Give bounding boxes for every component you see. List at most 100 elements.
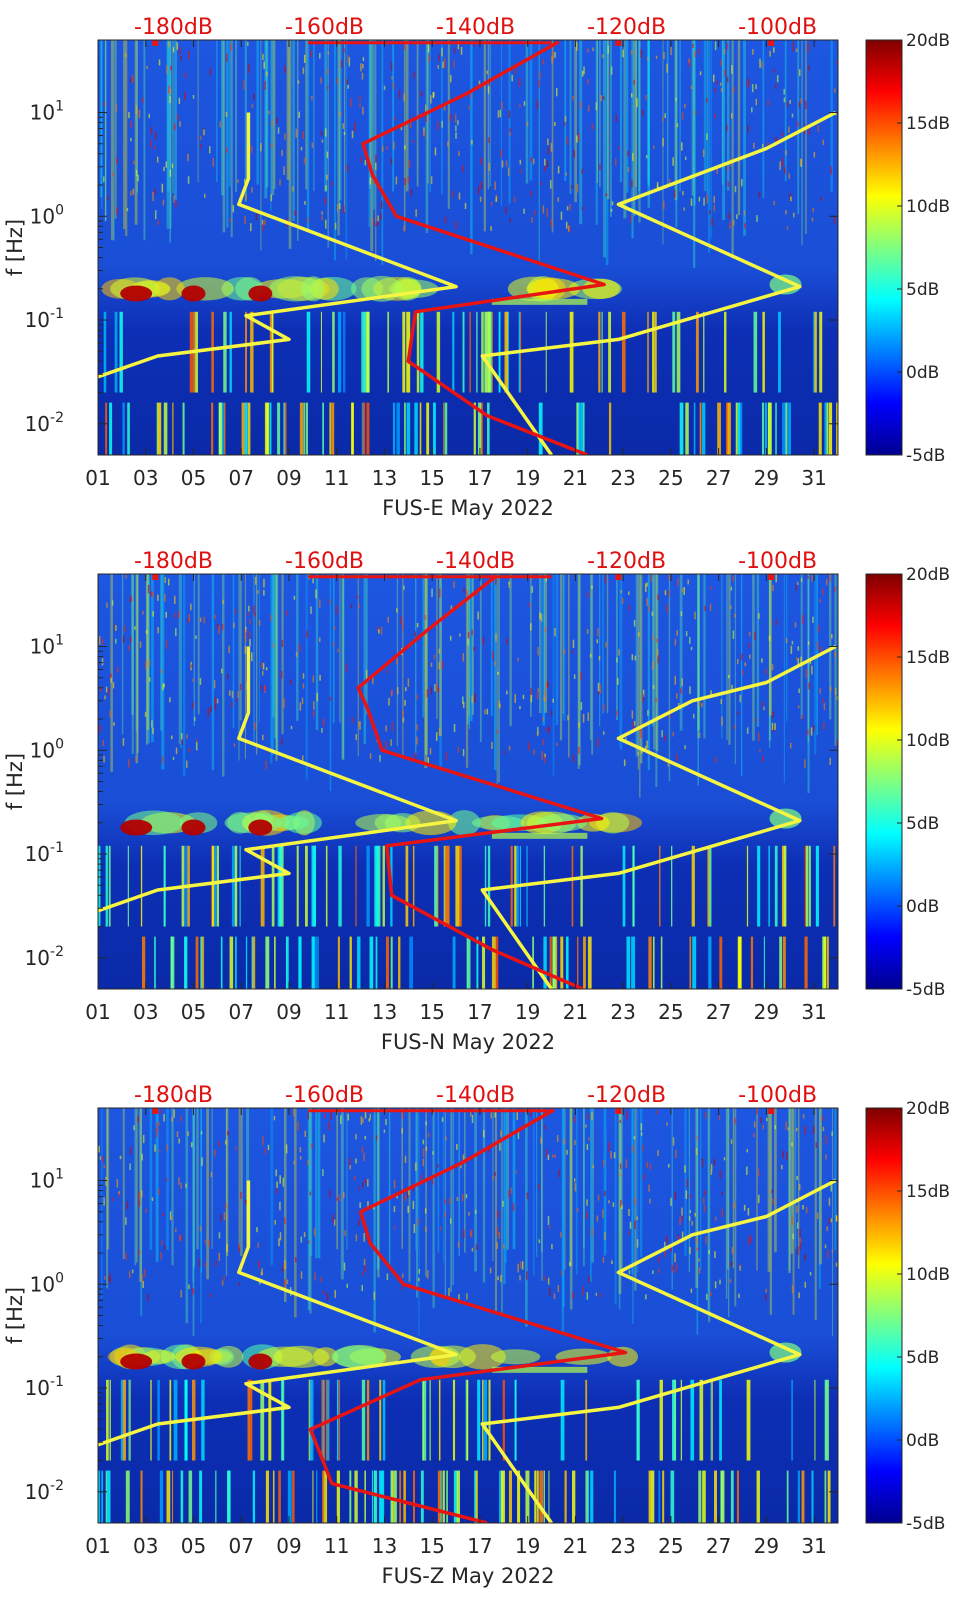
heatmap-cell	[414, 752, 417, 758]
heatmap-peak	[248, 285, 273, 302]
heatmap-cell	[718, 1115, 721, 1120]
heatmap-cell	[452, 1379, 456, 1461]
heatmap-cell	[142, 1134, 145, 1144]
heatmap-cell	[323, 1134, 325, 1143]
heatmap-cell	[690, 198, 693, 206]
heatmap-cell	[504, 1108, 508, 1263]
heatmap-cell	[172, 756, 175, 760]
heatmap-cell	[338, 845, 342, 927]
heatmap-cell	[550, 219, 552, 227]
heatmap-cell	[688, 58, 690, 63]
heatmap-cell	[216, 845, 220, 927]
heatmap-cell	[501, 101, 503, 110]
heatmap-cell	[450, 605, 453, 610]
heatmap-cell	[195, 936, 199, 989]
heatmap-cell	[196, 739, 198, 743]
heatmap-cell	[604, 1108, 607, 1254]
heatmap-cell	[706, 133, 708, 141]
heatmap-cell	[369, 177, 372, 185]
heatmap-cell	[438, 727, 441, 736]
red-top-marker	[615, 40, 622, 46]
heatmap-cell	[135, 756, 137, 762]
heatmap-cell	[673, 1269, 676, 1274]
heatmap-cell	[800, 578, 803, 582]
heatmap-cell	[817, 125, 820, 133]
heatmap-cell	[674, 40, 678, 201]
heatmap-cell	[556, 88, 558, 97]
heatmap-cell	[436, 574, 438, 720]
heatmap-cell	[655, 311, 657, 393]
heatmap-cell	[814, 1379, 816, 1461]
heatmap-cell	[263, 578, 265, 588]
heatmap-cell	[778, 311, 781, 393]
heatmap-cell	[583, 66, 585, 75]
heatmap-cell	[123, 40, 126, 230]
heatmap-cell	[636, 1216, 639, 1220]
heatmap-cell	[702, 402, 706, 455]
heatmap-cell	[415, 1162, 417, 1171]
heatmap-cell	[657, 655, 659, 664]
heatmap-cell	[788, 1108, 791, 1274]
heatmap-cell	[169, 1379, 172, 1461]
heatmap-cell	[653, 145, 655, 149]
colorbar-tick-label: 15dB	[906, 648, 950, 668]
heatmap-cell	[137, 574, 139, 753]
heatmap-cell	[431, 588, 433, 597]
heatmap-cell	[664, 1249, 666, 1258]
heatmap-cell	[622, 49, 624, 58]
heatmap-cell	[577, 936, 579, 989]
heatmap-cell	[324, 197, 327, 205]
heatmap-cell	[268, 1379, 272, 1461]
heatmap-cell	[805, 669, 808, 678]
heatmap-cell	[468, 1211, 470, 1216]
heatmap-cell	[390, 1470, 394, 1523]
heatmap-cell	[358, 1186, 361, 1191]
heatmap-cell	[836, 740, 838, 748]
heatmap-cell	[226, 1243, 228, 1253]
heatmap-cell	[710, 1170, 713, 1175]
heatmap-cell	[364, 1470, 366, 1523]
heatmap-cell	[235, 936, 237, 989]
heatmap-cell	[104, 695, 106, 700]
heatmap-cell	[512, 1203, 515, 1212]
heatmap-cell	[768, 845, 770, 927]
heatmap-cell	[132, 188, 135, 195]
heatmap-cell	[363, 1233, 365, 1242]
heatmap-cell	[237, 179, 239, 183]
top-db-label: -160dB	[285, 549, 364, 574]
heatmap-cell	[443, 103, 446, 111]
heatmap-cell	[107, 687, 109, 695]
heatmap-cell	[483, 40, 486, 232]
heatmap-cell	[140, 1470, 143, 1523]
heatmap-cell	[812, 616, 814, 623]
y-tick-label: 10-2	[25, 410, 64, 436]
heatmap-cell	[167, 578, 170, 586]
heatmap-cell	[506, 690, 508, 695]
heatmap-cell	[437, 1108, 440, 1253]
heatmap-cell	[791, 113, 794, 118]
heatmap-cell	[549, 1225, 551, 1230]
heatmap-cell	[754, 632, 756, 640]
heatmap-cell	[297, 40, 299, 241]
heatmap-cell	[578, 722, 580, 728]
heatmap-cell	[710, 1164, 713, 1172]
heatmap-cell	[748, 631, 751, 637]
heatmap-cell	[222, 40, 226, 233]
heatmap-cell	[617, 678, 619, 685]
heatmap-cell	[705, 1293, 708, 1301]
heatmap-cell	[262, 223, 264, 231]
heatmap-cell	[585, 1124, 587, 1128]
heatmap-cell	[642, 689, 645, 697]
heatmap-cell	[424, 104, 427, 113]
heatmap-cell	[184, 936, 188, 989]
heatmap-cell	[329, 1189, 331, 1198]
heatmap-cell	[165, 161, 168, 168]
heatmap-cell	[326, 151, 329, 158]
heatmap-cell	[180, 1115, 183, 1122]
heatmap-cell	[552, 936, 556, 989]
heatmap-cell	[825, 1154, 827, 1160]
heatmap-cell	[129, 598, 132, 602]
heatmap-cell	[573, 1178, 576, 1182]
heatmap-cell	[221, 668, 223, 674]
heatmap-cell	[697, 49, 700, 54]
